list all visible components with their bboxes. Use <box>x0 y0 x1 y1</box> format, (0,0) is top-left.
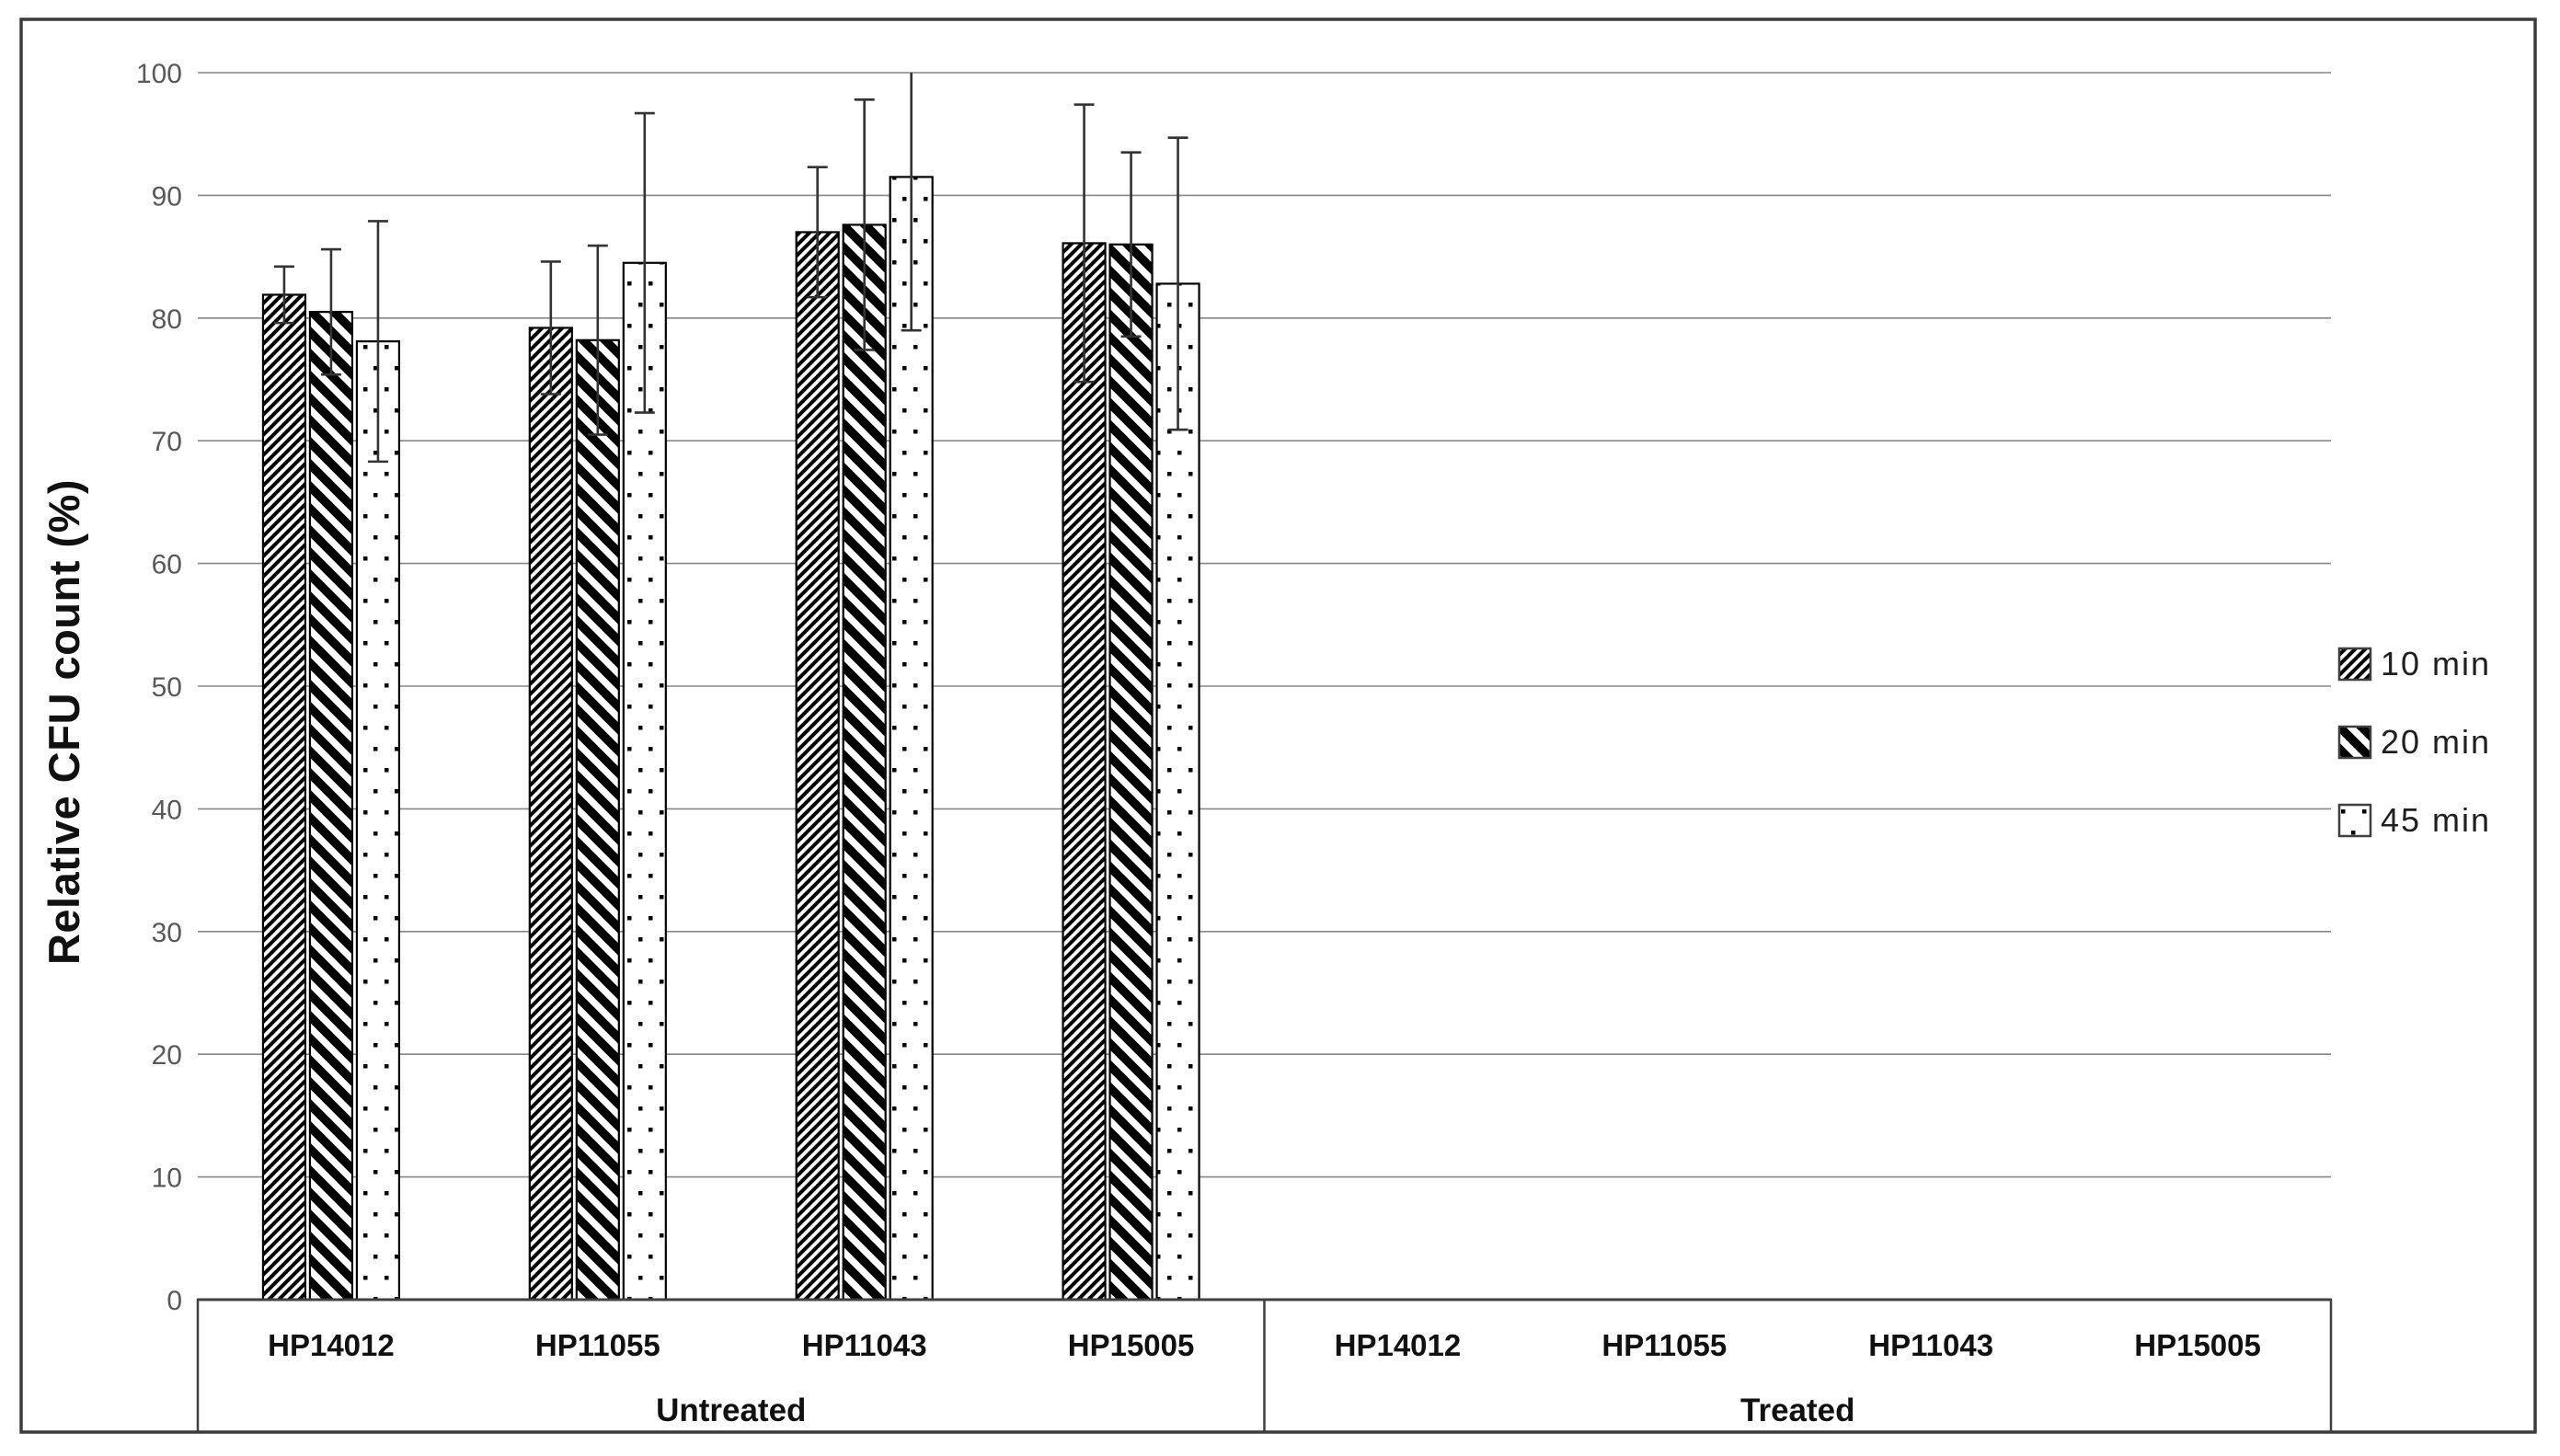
y-axis-title: Relative CFU count (%) <box>40 478 88 966</box>
category-label-treated-HP15005: HP15005 <box>2134 1328 2261 1362</box>
legend-label-45min: 45 min <box>2381 801 2492 839</box>
bar-untreated-HP14012-10min <box>261 293 307 1301</box>
bar-untreated-HP15005-20min <box>1108 243 1154 1301</box>
legend-label-10min: 10 min <box>2381 645 2492 682</box>
bar-untreated-HP11043-20min <box>842 224 887 1301</box>
legend-label-20min: 20 min <box>2381 723 2492 761</box>
bar-untreated-HP14012-45min <box>355 340 401 1301</box>
y-tick-label-50: 50 <box>152 672 182 703</box>
bar-untreated-HP11043-45min <box>889 176 934 1301</box>
bar-untreated-HP11043-10min <box>795 231 840 1301</box>
category-label-treated-HP14012: HP14012 <box>1335 1328 1462 1362</box>
category-label-untreated-HP15005: HP15005 <box>1068 1328 1195 1362</box>
legend-key-10min-icon <box>2337 647 2372 682</box>
category-label-untreated-HP11043: HP11043 <box>802 1328 927 1362</box>
category-label-untreated-HP14012: HP14012 <box>268 1328 395 1362</box>
bar-untreated-HP11055-45min <box>622 261 667 1301</box>
category-label-untreated-HP11055: HP11055 <box>535 1328 660 1362</box>
group-label-untreated: Untreated <box>656 1393 806 1428</box>
bar-untreated-HP15005-45min <box>1155 282 1200 1301</box>
y-tick-label-80: 80 <box>152 304 182 335</box>
group-label-treated: Treated <box>1740 1393 1855 1428</box>
y-tick-label-70: 70 <box>152 427 182 457</box>
y-tick-label-30: 30 <box>152 918 182 948</box>
y-tick-label-100: 100 <box>136 59 182 89</box>
y-tick-label-60: 60 <box>152 550 182 580</box>
y-tick-label-20: 20 <box>152 1040 182 1071</box>
legend-entry-20min: 20 min <box>2337 723 2492 761</box>
y-tick-label-10: 10 <box>152 1164 182 1194</box>
legend-key-45min-icon <box>2337 803 2372 838</box>
y-tick-label-40: 40 <box>152 795 182 825</box>
legend: 10 min 20 min 45 min <box>2337 645 2492 881</box>
bar-untreated-HP11055-10min <box>528 327 573 1301</box>
bar-untreated-HP11055-20min <box>575 338 620 1301</box>
y-tick-label-0: 0 <box>166 1286 182 1316</box>
category-label-treated-HP11055: HP11055 <box>1601 1328 1727 1362</box>
bar-untreated-HP15005-10min <box>1062 242 1107 1301</box>
category-label-treated-HP11043: HP11043 <box>1868 1328 1993 1362</box>
legend-key-20min-icon <box>2337 725 2372 760</box>
chart-frame <box>19 17 2537 1434</box>
legend-entry-45min: 45 min <box>2337 801 2492 839</box>
legend-entry-10min: 10 min <box>2337 645 2492 682</box>
y-tick-label-90: 90 <box>152 181 182 212</box>
bar-untreated-HP14012-20min <box>308 311 354 1301</box>
